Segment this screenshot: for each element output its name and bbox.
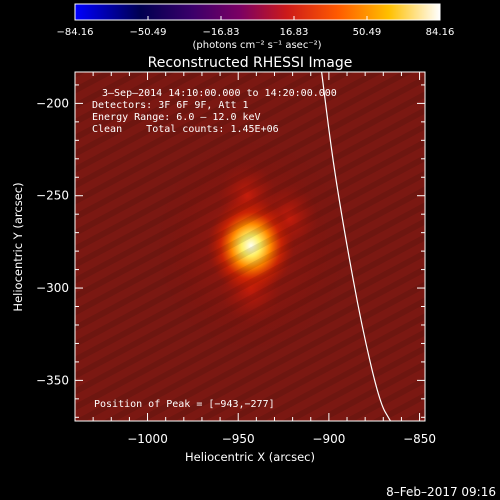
y-tick-label: −300 xyxy=(36,281,69,295)
solar-limb-curve xyxy=(321,72,392,421)
y-tick-label: −250 xyxy=(36,189,69,203)
clean-total-counts-text: Clean Total counts: 1.45E+06 xyxy=(92,124,279,135)
plot-frame xyxy=(74,71,426,422)
chart-title: Reconstructed RHESSI Image xyxy=(148,55,353,71)
colorbar-tick-label: −50.49 xyxy=(130,27,167,38)
energy-range-text: Energy Range: 6.0 – 12.0 keV xyxy=(92,112,261,123)
y-tick-label: −200 xyxy=(36,96,69,110)
x-axis-label: Heliocentric X (arcsec) xyxy=(185,450,315,464)
x-tick-label: −1000 xyxy=(127,432,168,446)
plot-area: −1000 −950 −900 −850 −200 −250 −300 −350 3–Sep–… xyxy=(36,71,436,446)
colorbar-tick-label: 50.49 xyxy=(353,27,382,38)
colorbar-units-label: (photons cm⁻² s⁻¹ asec⁻²) xyxy=(192,40,321,51)
peak-position-text: Position of Peak = [−943,−277] xyxy=(94,399,275,410)
x-tick-label: −850 xyxy=(403,432,436,446)
colorbar-gradient xyxy=(74,3,441,21)
detectors-text: Detectors: 3F 6F 9F, Att 1 xyxy=(92,100,249,111)
x-tick-label: −950 xyxy=(222,432,255,446)
timestamp: 8–Feb–2017 09:16 xyxy=(386,485,496,499)
colorbar-tick-label: 84.16 xyxy=(426,27,455,38)
colorbar-tick-label: −84.16 xyxy=(56,27,93,38)
y-tick-label: −350 xyxy=(36,373,69,387)
observation-time-text: 3–Sep–2014 14:10:00.000 to 14:20:00.000 xyxy=(102,88,337,99)
colorbar-tick-label: −16.83 xyxy=(202,27,239,38)
image-texture xyxy=(75,72,425,421)
y-axis-label: Heliocentric Y (arcsec) xyxy=(11,182,25,311)
colorbar: −84.16 −50.49 −16.83 16.83 50.49 84.16 (photo… xyxy=(56,3,455,51)
x-tick-label: −900 xyxy=(312,432,345,446)
colorbar-tick-label: 16.83 xyxy=(280,27,309,38)
